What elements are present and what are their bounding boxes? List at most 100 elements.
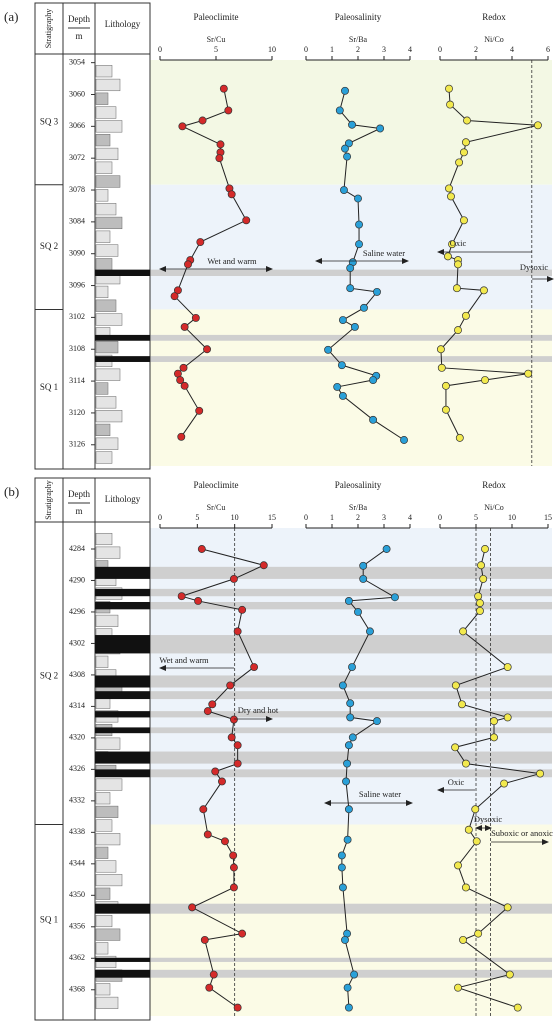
data-point: [180, 381, 189, 390]
lithology-bed: [95, 134, 111, 147]
lithology-bed: [95, 423, 111, 436]
lithology-bed: [95, 203, 117, 216]
data-point: [390, 593, 399, 602]
coal-bed: [95, 751, 150, 764]
lithology-bed: [95, 382, 109, 395]
data-point: [203, 345, 211, 354]
data-point: [205, 983, 214, 992]
sequence-label: SQ 2: [40, 241, 58, 251]
x-tick-label: 6: [546, 45, 550, 54]
data-point: [227, 733, 236, 742]
x-tick-label: 15: [544, 513, 552, 522]
data-point: [376, 124, 385, 133]
sequence-background: [150, 309, 552, 466]
data-point: [369, 376, 378, 384]
data-point: [250, 663, 259, 672]
data-point: [341, 935, 349, 944]
data-point: [180, 323, 189, 331]
depth-tick-label: 3126: [69, 440, 85, 449]
data-point: [479, 286, 488, 295]
panel-label: (b): [4, 484, 19, 499]
data-point: [333, 382, 342, 391]
x-tick-label: 3: [382, 45, 386, 54]
data-point: [455, 433, 464, 442]
data-point: [343, 983, 352, 992]
data-point: [346, 264, 355, 272]
data-point: [197, 545, 206, 553]
data-point: [359, 561, 368, 570]
data-point: [219, 84, 228, 93]
data-point: [454, 326, 462, 335]
lithology-bed: [95, 805, 119, 818]
data-point: [324, 345, 333, 354]
depth-tick-label: 4302: [69, 638, 85, 647]
data-point: [221, 837, 229, 846]
data-point: [373, 287, 381, 296]
lithology-bed: [95, 396, 117, 409]
data-point: [215, 154, 224, 163]
data-point: [346, 713, 355, 722]
lithology-bed: [95, 147, 119, 161]
data-point: [445, 84, 453, 93]
data-point: [343, 759, 352, 768]
x-tick-label: 0: [304, 513, 308, 522]
lithology-bed: [95, 230, 111, 243]
data-point: [459, 627, 467, 636]
coal-band: [150, 727, 552, 734]
data-point: [481, 376, 489, 384]
header-depth: Depth: [68, 14, 90, 24]
x-tick-label: 3: [382, 513, 386, 522]
depth-tick-label: 4356: [69, 922, 85, 931]
depth-tick-label: 3078: [69, 185, 85, 194]
data-point: [533, 121, 542, 130]
data-point: [344, 805, 353, 814]
lithology-bed: [95, 92, 109, 105]
sequence-label: SQ 2: [40, 670, 58, 680]
depth-tick-label: 3090: [69, 249, 85, 258]
lithology-bed: [95, 614, 119, 627]
coal-band: [150, 957, 552, 962]
x-tick-label: 0: [438, 513, 442, 522]
lithology-bed: [95, 368, 121, 381]
data-point: [229, 574, 238, 583]
data-point: [474, 929, 483, 938]
x-tick-label: 0: [158, 513, 162, 522]
data-point: [477, 561, 485, 570]
column-frame: [34, 2, 151, 470]
data-point: [451, 743, 460, 752]
lithology-bed: [95, 78, 121, 92]
lithology-bed: [95, 833, 121, 846]
lithology-bed: [95, 120, 123, 133]
coal-bed: [95, 969, 150, 978]
data-point: [229, 851, 238, 860]
sequence-label: SQ 1: [40, 382, 58, 392]
annotation: Wet and warm: [159, 655, 209, 665]
coal-band: [150, 691, 552, 700]
x-tick-label: 4: [408, 513, 412, 522]
lithology-bed: [95, 437, 119, 450]
data-point: [229, 715, 238, 724]
depth-tick-label: 4368: [69, 985, 85, 994]
header-depth: Depth: [68, 489, 90, 499]
column-frame: [34, 477, 151, 1021]
coal-band: [150, 566, 552, 579]
data-point: [503, 663, 512, 672]
depth-tick-label: 3108: [69, 344, 85, 353]
coal-band: [150, 769, 552, 778]
depth-tick-label: 4350: [69, 890, 85, 899]
data-point: [441, 405, 450, 414]
depth-tick-label: 3054: [69, 57, 85, 66]
header-stratigraphy: Stratigraphy: [44, 9, 53, 49]
data-point: [505, 970, 514, 979]
data-point: [195, 406, 204, 415]
depth-tick-label: 4320: [69, 733, 85, 742]
data-point: [437, 363, 446, 372]
data-point: [344, 1003, 353, 1012]
data-point: [341, 86, 349, 95]
lithology-bed: [95, 928, 121, 941]
annotation: Suboxic or anoxic: [491, 828, 553, 838]
data-point: [464, 825, 473, 834]
chart-title: Paleoclimite: [194, 480, 239, 490]
